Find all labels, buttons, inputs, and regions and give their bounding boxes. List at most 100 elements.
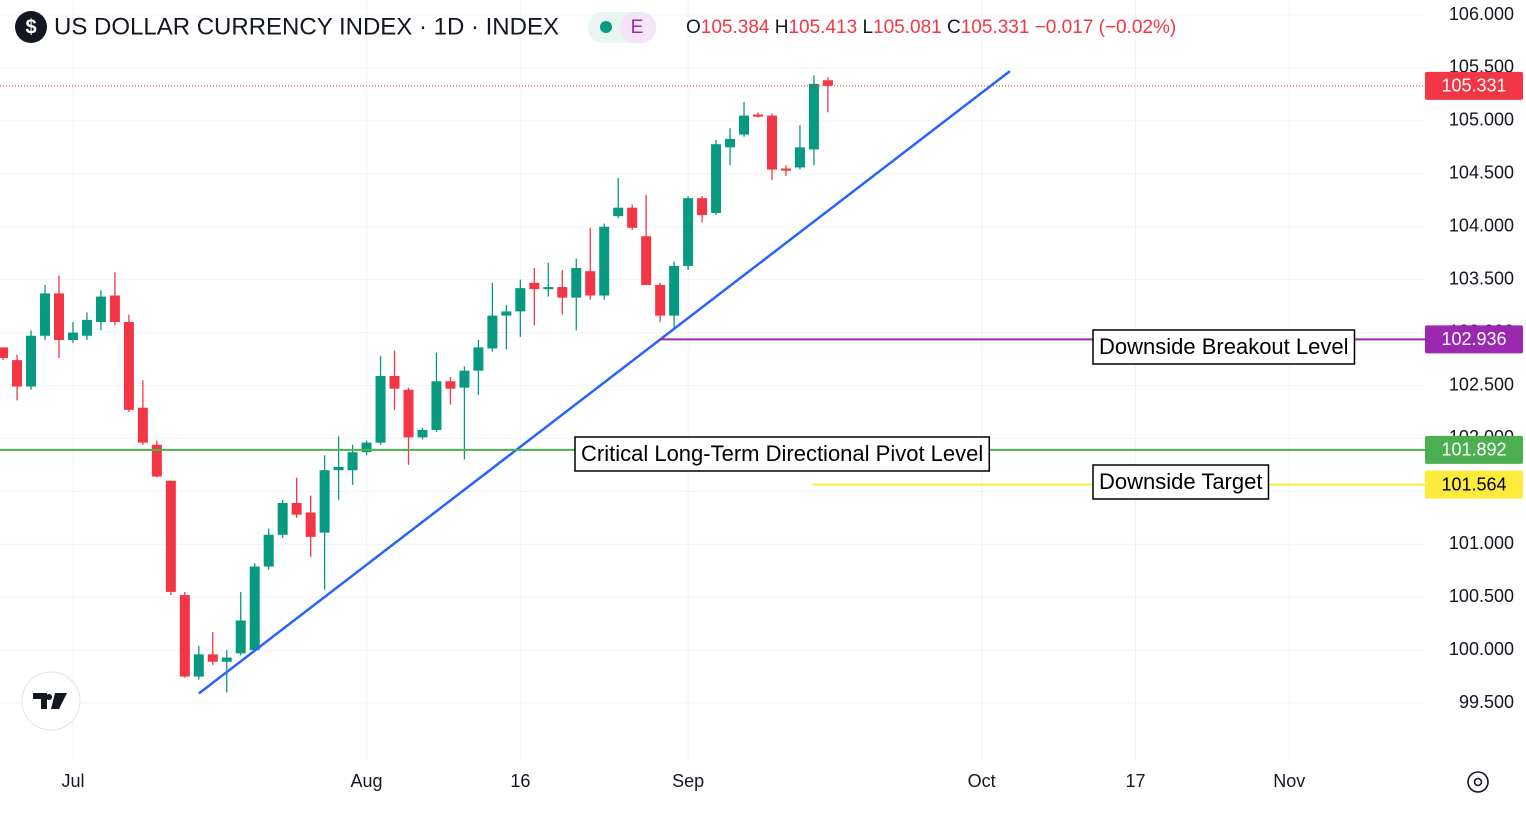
candle-body bbox=[81, 319, 92, 336]
candle-body bbox=[137, 407, 148, 443]
settings-icon[interactable] bbox=[1467, 771, 1489, 793]
candle-body bbox=[109, 295, 120, 322]
y-tick-label: 99.500 bbox=[1459, 692, 1514, 712]
trend-line bbox=[198, 70, 1011, 695]
y-tick-label: 105.000 bbox=[1449, 110, 1514, 130]
header: $ US DOLLAR CURRENCY INDEX · 1D · INDEX … bbox=[15, 11, 1176, 43]
ohlc-value: 105.413 bbox=[788, 17, 857, 38]
y-tick-label: 103.500 bbox=[1449, 268, 1514, 288]
candle-body bbox=[613, 207, 624, 217]
x-tick-label: Sep bbox=[672, 771, 704, 791]
candle-body bbox=[753, 114, 764, 117]
candle-body bbox=[165, 480, 176, 592]
chart-title: US DOLLAR CURRENCY INDEX · 1D · INDEX bbox=[54, 13, 559, 40]
ohlc-label: C bbox=[947, 17, 961, 38]
price-badge bbox=[1425, 325, 1523, 354]
candle-body bbox=[305, 512, 316, 537]
candle-body bbox=[277, 502, 288, 535]
candle-body bbox=[151, 444, 162, 477]
candle-body bbox=[347, 452, 358, 471]
ohlc-value: 105.081 bbox=[873, 17, 942, 38]
badge-text: E bbox=[631, 17, 644, 38]
candle-body bbox=[529, 282, 540, 290]
candle-body bbox=[683, 198, 694, 266]
y-tick-label: 102.500 bbox=[1449, 374, 1514, 394]
ohlc-legend: O105.384 H105.413 L105.081 C105.331 −0.0… bbox=[686, 17, 1176, 38]
settings-center[interactable] bbox=[1473, 777, 1483, 787]
candle-body bbox=[207, 654, 218, 662]
x-tick-label: Aug bbox=[351, 771, 383, 791]
y-tick-label: 104.000 bbox=[1449, 215, 1514, 235]
candle-body bbox=[40, 293, 51, 336]
price-badge-label: 101.564 bbox=[1441, 474, 1506, 494]
y-tick-label: 100.500 bbox=[1449, 586, 1514, 606]
level-label: Critical Long-Term Directional Pivot Lev… bbox=[581, 441, 983, 466]
logo-mark bbox=[33, 693, 67, 709]
candle-body bbox=[375, 375, 386, 443]
change-text: −0.017 (−0.02%) bbox=[1035, 17, 1177, 38]
x-tick-label: Jul bbox=[61, 771, 84, 791]
candle-body bbox=[822, 80, 833, 86]
candle-body bbox=[333, 467, 344, 471]
ohlc-value: 105.384 bbox=[701, 17, 770, 38]
symbol-icon-glyph: $ bbox=[25, 16, 36, 38]
candle-body bbox=[571, 268, 582, 298]
candle-body bbox=[26, 335, 37, 387]
x-tick-label: 17 bbox=[1125, 771, 1145, 791]
candle-body bbox=[543, 287, 554, 290]
x-tick-label: 16 bbox=[510, 771, 530, 791]
level-label: Downside Breakout Level bbox=[1099, 334, 1348, 359]
level-label-box bbox=[574, 436, 991, 472]
candle-body bbox=[585, 271, 596, 296]
price-badge-label: 102.936 bbox=[1441, 329, 1506, 349]
price-badge-label: 105.331 bbox=[1441, 76, 1506, 96]
candle-body bbox=[319, 470, 330, 533]
ohlc-label: H bbox=[775, 17, 789, 38]
candle-body bbox=[780, 168, 791, 171]
candle-body bbox=[403, 389, 414, 438]
price-badge-label: 101.892 bbox=[1441, 440, 1506, 460]
symbol-icon bbox=[15, 11, 47, 43]
ohlc-value: 105.331 bbox=[961, 17, 1030, 38]
candle-body bbox=[669, 265, 680, 316]
level-label-box bbox=[1092, 464, 1270, 500]
y-tick-label: 100.000 bbox=[1449, 639, 1514, 659]
candle-body bbox=[67, 332, 78, 340]
candle-body bbox=[361, 442, 372, 453]
candle-body bbox=[515, 288, 526, 312]
x-tick-label: Oct bbox=[968, 771, 996, 791]
candle-body bbox=[95, 296, 106, 322]
candle-body bbox=[249, 566, 260, 651]
candle-body bbox=[794, 147, 805, 168]
y-tick-label: 104.500 bbox=[1449, 163, 1514, 183]
candle-body bbox=[627, 207, 638, 228]
candle-body bbox=[193, 654, 204, 677]
price-badge bbox=[1425, 71, 1523, 100]
candle-body bbox=[263, 534, 274, 567]
candle-body bbox=[557, 287, 568, 298]
logo-circle bbox=[21, 671, 81, 731]
candle-body bbox=[766, 115, 777, 170]
candle-body bbox=[655, 284, 666, 316]
x-tick-label: Nov bbox=[1273, 771, 1305, 791]
candle-body bbox=[473, 347, 484, 371]
candle-body bbox=[487, 315, 498, 349]
candle-body bbox=[235, 620, 246, 654]
candle-body bbox=[501, 311, 512, 316]
candle-body bbox=[0, 347, 9, 358]
settings-ring[interactable] bbox=[1467, 771, 1489, 793]
candle-body bbox=[459, 370, 470, 388]
candle-body bbox=[53, 293, 64, 340]
price-badge bbox=[1425, 435, 1523, 464]
ohlc-label: L bbox=[862, 17, 873, 38]
price-badge bbox=[1425, 470, 1523, 499]
candle-body bbox=[221, 657, 232, 662]
ohlc-label: O bbox=[686, 17, 701, 38]
plot-area: 99.500100.000100.500101.000101.500102.00… bbox=[0, 0, 1514, 791]
candle-body bbox=[12, 360, 23, 387]
candle-body bbox=[445, 381, 456, 389]
candle-body bbox=[711, 144, 722, 213]
candle-body bbox=[417, 429, 428, 438]
logo bbox=[21, 671, 81, 731]
